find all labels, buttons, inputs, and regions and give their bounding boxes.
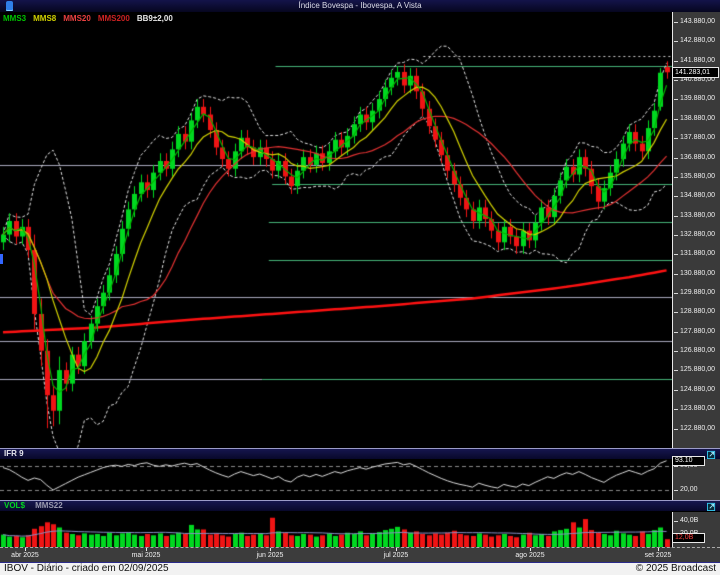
- status-info: IBOV - Diário - criado em 02/09/2025: [4, 563, 169, 574]
- month-tick: [146, 548, 147, 551]
- ifr-pane-title: IFR 9: [4, 449, 24, 458]
- chart-left-marker: [0, 254, 3, 264]
- price-axis-label: 136.880,00: [673, 153, 716, 161]
- app-icon[interactable]: [6, 1, 13, 11]
- price-axis-label: 131.880,00: [673, 250, 716, 258]
- main-chart-area[interactable]: [0, 12, 672, 448]
- legend-item: MMS20: [63, 14, 91, 23]
- expand-ifr-icon[interactable]: [707, 450, 716, 459]
- price-axis-label: 137.880,00: [673, 134, 716, 142]
- vol-ma-label: MMS22: [35, 501, 63, 510]
- status-bar: IBOV - Diário - criado em 02/09/2025 © 2…: [0, 562, 720, 575]
- vol-axis-label: 40,0B: [673, 517, 699, 524]
- expand-vol-icon[interactable]: [707, 502, 716, 511]
- copyright: © 2025 Broadcast: [635, 563, 716, 574]
- price-axis-label: 140.880,00: [673, 76, 716, 84]
- indicator-legend: MMS3 MMS8 MMS20 MMS200 BB9±2,00: [3, 14, 180, 23]
- price-axis-label: 126.880,00: [673, 347, 716, 355]
- legend-item: BB9±2,00: [136, 14, 173, 23]
- price-axis-label: 143.880,00: [673, 18, 716, 25]
- vol-value-box: 12,0B: [672, 533, 705, 543]
- date-axis[interactable]: abr 2025 mai 2025 jun 2025 jul 2025 ago 2025…: [0, 547, 720, 562]
- price-axis-label: 124.880,00: [673, 385, 716, 393]
- price-axis-label: 138.880,00: [673, 114, 716, 122]
- window-title: Índice Bovespa - Ibovespa, A Vista: [298, 1, 422, 10]
- price-axis-label: 123.880,00: [673, 405, 716, 413]
- price-axis-label: 129.880,00: [673, 289, 716, 297]
- volume-chart-canvas[interactable]: [0, 512, 672, 547]
- legend-item: MMS8: [33, 14, 57, 23]
- price-axis-label: 122.880,00: [673, 424, 716, 432]
- legend-item: MMS3: [3, 14, 27, 23]
- month-label: jul 2025: [383, 552, 409, 559]
- month-tick: [658, 548, 659, 551]
- month-tick: [270, 548, 271, 551]
- price-axis-label: 125.880,00: [673, 366, 716, 374]
- price-axis[interactable]: 143.880,00 142.880,00 141.880,00 140.880,00…: [672, 12, 720, 448]
- price-axis-label: 142.880,00: [673, 37, 716, 45]
- window-title-bar: Índice Bovespa - Ibovespa, A Vista: [0, 0, 720, 12]
- month-label: jun 2025: [256, 552, 284, 559]
- month-label: mai 2025: [131, 552, 161, 559]
- ifr-pane[interactable]: [0, 459, 672, 500]
- legend-item: MMS200: [97, 14, 130, 23]
- last-price-box: 141.283,01: [672, 67, 719, 78]
- price-axis-label: 130.880,00: [673, 269, 716, 277]
- price-axis-label: 134.880,00: [673, 192, 716, 200]
- price-axis-label: 139.880,00: [673, 95, 716, 103]
- vol-pane-header: VOL$ MMS22: [0, 500, 720, 511]
- month-label: abr 2025: [11, 552, 39, 559]
- ifr-value-box: 93.10: [672, 456, 705, 466]
- month-label: set 2025: [644, 552, 672, 559]
- vol-pane[interactable]: [0, 512, 672, 547]
- month-tick: [396, 548, 397, 551]
- price-axis-label: 141.880,00: [673, 56, 716, 64]
- month-label: ago 2025: [515, 552, 545, 559]
- ifr-axis-label: 20,00: [674, 486, 698, 493]
- price-axis-label: 135.880,00: [673, 172, 716, 180]
- month-tick: [530, 548, 531, 551]
- price-axis-label: 128.880,00: [673, 308, 716, 316]
- price-axis-label: 127.880,00: [673, 327, 716, 335]
- price-axis-label: 133.880,00: [673, 211, 716, 219]
- month-tick: [25, 548, 26, 551]
- price-axis-label: 132.880,00: [673, 230, 716, 238]
- vol-pane-title: VOL$: [4, 501, 25, 510]
- ifr-chart-canvas[interactable]: [0, 459, 672, 500]
- candlestick-chart-canvas[interactable]: [0, 12, 672, 448]
- ifr-pane-header: IFR 9: [0, 448, 720, 459]
